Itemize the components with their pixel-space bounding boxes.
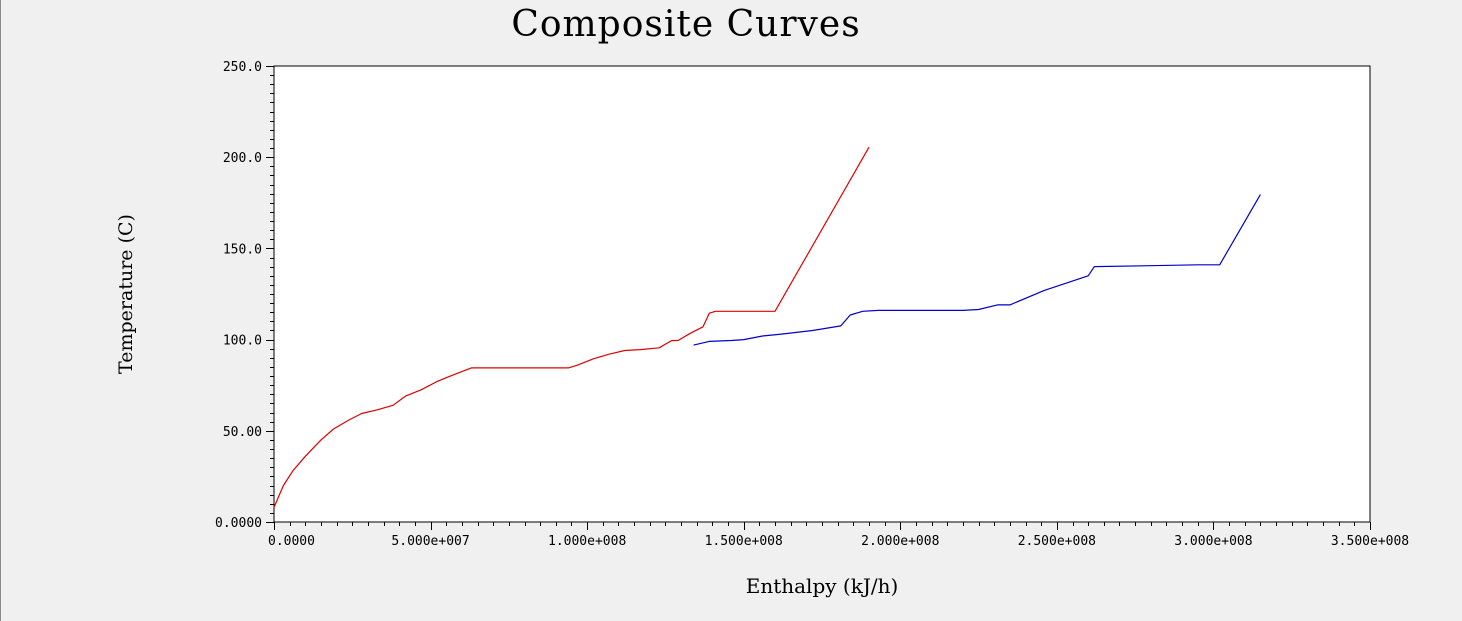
x-tick-label: 2.500e+008 (1018, 534, 1096, 549)
x-tick-label: 5.000e+007 (391, 534, 469, 549)
y-tick-label: 0.0000 (215, 516, 262, 531)
x-tick-label: 2.000e+008 (861, 534, 939, 549)
hot-composite-curve (273, 146, 870, 508)
y-tick-label: 200.0 (223, 151, 262, 166)
x-tick-label: 1.500e+008 (705, 534, 783, 549)
chart-title: Composite Curves (511, 4, 861, 45)
x-tick-label: 3.500e+008 (1331, 534, 1409, 549)
x-axis-label: Enthalpy (kJ/h) (745, 574, 899, 598)
cold-composite-curve (693, 194, 1261, 346)
y-tick-label: 50.00 (223, 425, 262, 440)
x-tick-label: 0.0000 (268, 534, 315, 549)
plot-area (273, 65, 1371, 523)
y-tick-label: 250.0 (223, 60, 262, 75)
x-tick-label: 1.000e+008 (548, 534, 626, 549)
y-tick-label: 100.0 (223, 334, 262, 349)
x-tick-label: 3.000e+008 (1174, 534, 1252, 549)
y-tick-label: 150.0 (223, 242, 262, 257)
